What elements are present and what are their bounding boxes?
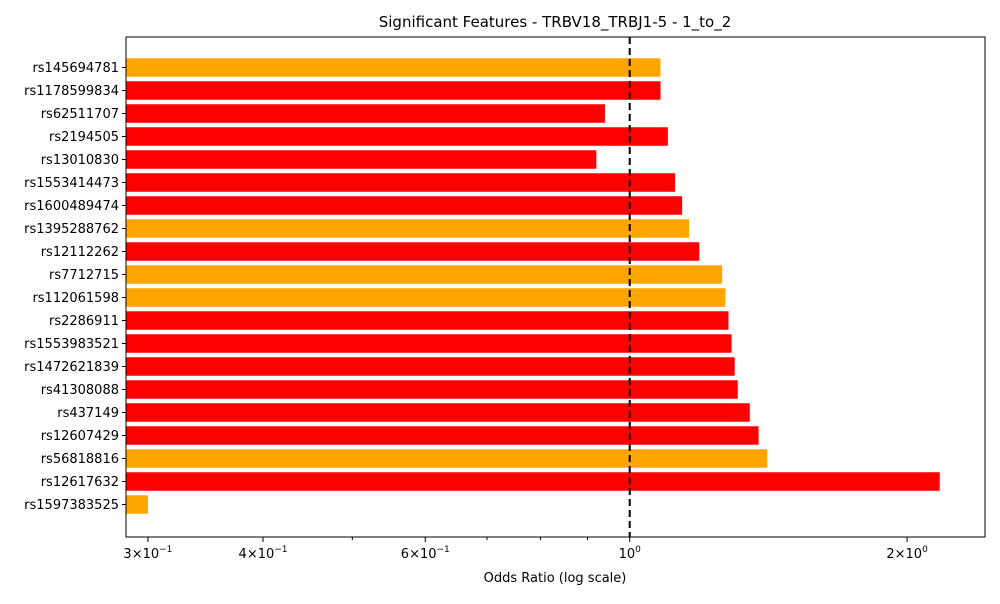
y-tick-label: rs2286911 [49,314,119,329]
bar-rs12112262 [126,242,700,261]
y-tick-label: rs1553983521 [24,337,119,352]
bar-rs7712715 [126,265,723,284]
x-tick-label: 4×10−1 [239,545,288,562]
y-tick-label: rs41308088 [41,383,119,398]
bar-rs1178599834 [126,81,661,100]
y-tick-label: rs12617632 [41,475,119,490]
bar-rs1553983521 [126,334,732,353]
bar-rs13010830 [126,150,597,169]
y-tick-label: rs2194505 [49,130,119,145]
x-tick-label: 2×100 [886,545,928,562]
bar-rs12607429 [126,426,759,445]
bar-rs1472621839 [126,357,735,376]
y-tick-label: rs12607429 [41,429,119,444]
y-tick-label: rs112061598 [32,291,119,306]
y-tick-label: rs145694781 [32,61,119,76]
bar-rs56818816 [126,449,768,468]
bar-rs62511707 [126,104,605,123]
bar-rs41308088 [126,380,738,399]
y-tick-label: rs1553414473 [24,176,119,191]
bar-rs1553414473 [126,173,676,192]
bar-rs145694781 [126,58,661,77]
chart-title: Significant Features - TRBV18_TRBJ1-5 - … [379,13,732,32]
x-axis-label: Odds Ratio (log scale) [484,571,627,586]
y-tick-label: rs1178599834 [24,84,119,99]
bar-rs437149 [126,403,750,422]
y-tick-label: rs1600489474 [24,199,119,214]
x-tick-label: 3×10−1 [123,545,172,562]
bar-rs2286911 [126,311,729,330]
bar-rs1395288762 [126,219,690,238]
x-tick-label: 100 [619,545,642,562]
bar-rs112061598 [126,288,726,307]
bar-rs1597383525 [126,495,148,514]
y-tick-label: rs1472621839 [24,360,119,375]
y-tick-label: rs1395288762 [24,222,119,237]
y-tick-label: rs1597383525 [24,498,119,513]
y-tick-label: rs56818816 [41,452,119,467]
bar-rs12617632 [126,472,940,491]
y-tick-label: rs13010830 [41,153,119,168]
bar-rs1600489474 [126,196,683,215]
y-tick-label: rs12112262 [41,245,119,260]
y-tick-label: rs7712715 [49,268,119,283]
y-tick-label: rs437149 [57,406,119,421]
y-tick-label: rs62511707 [41,107,119,122]
bar-rs2194505 [126,127,668,146]
plot-frame [125,36,986,538]
x-tick-label: 6×10−1 [401,545,450,562]
